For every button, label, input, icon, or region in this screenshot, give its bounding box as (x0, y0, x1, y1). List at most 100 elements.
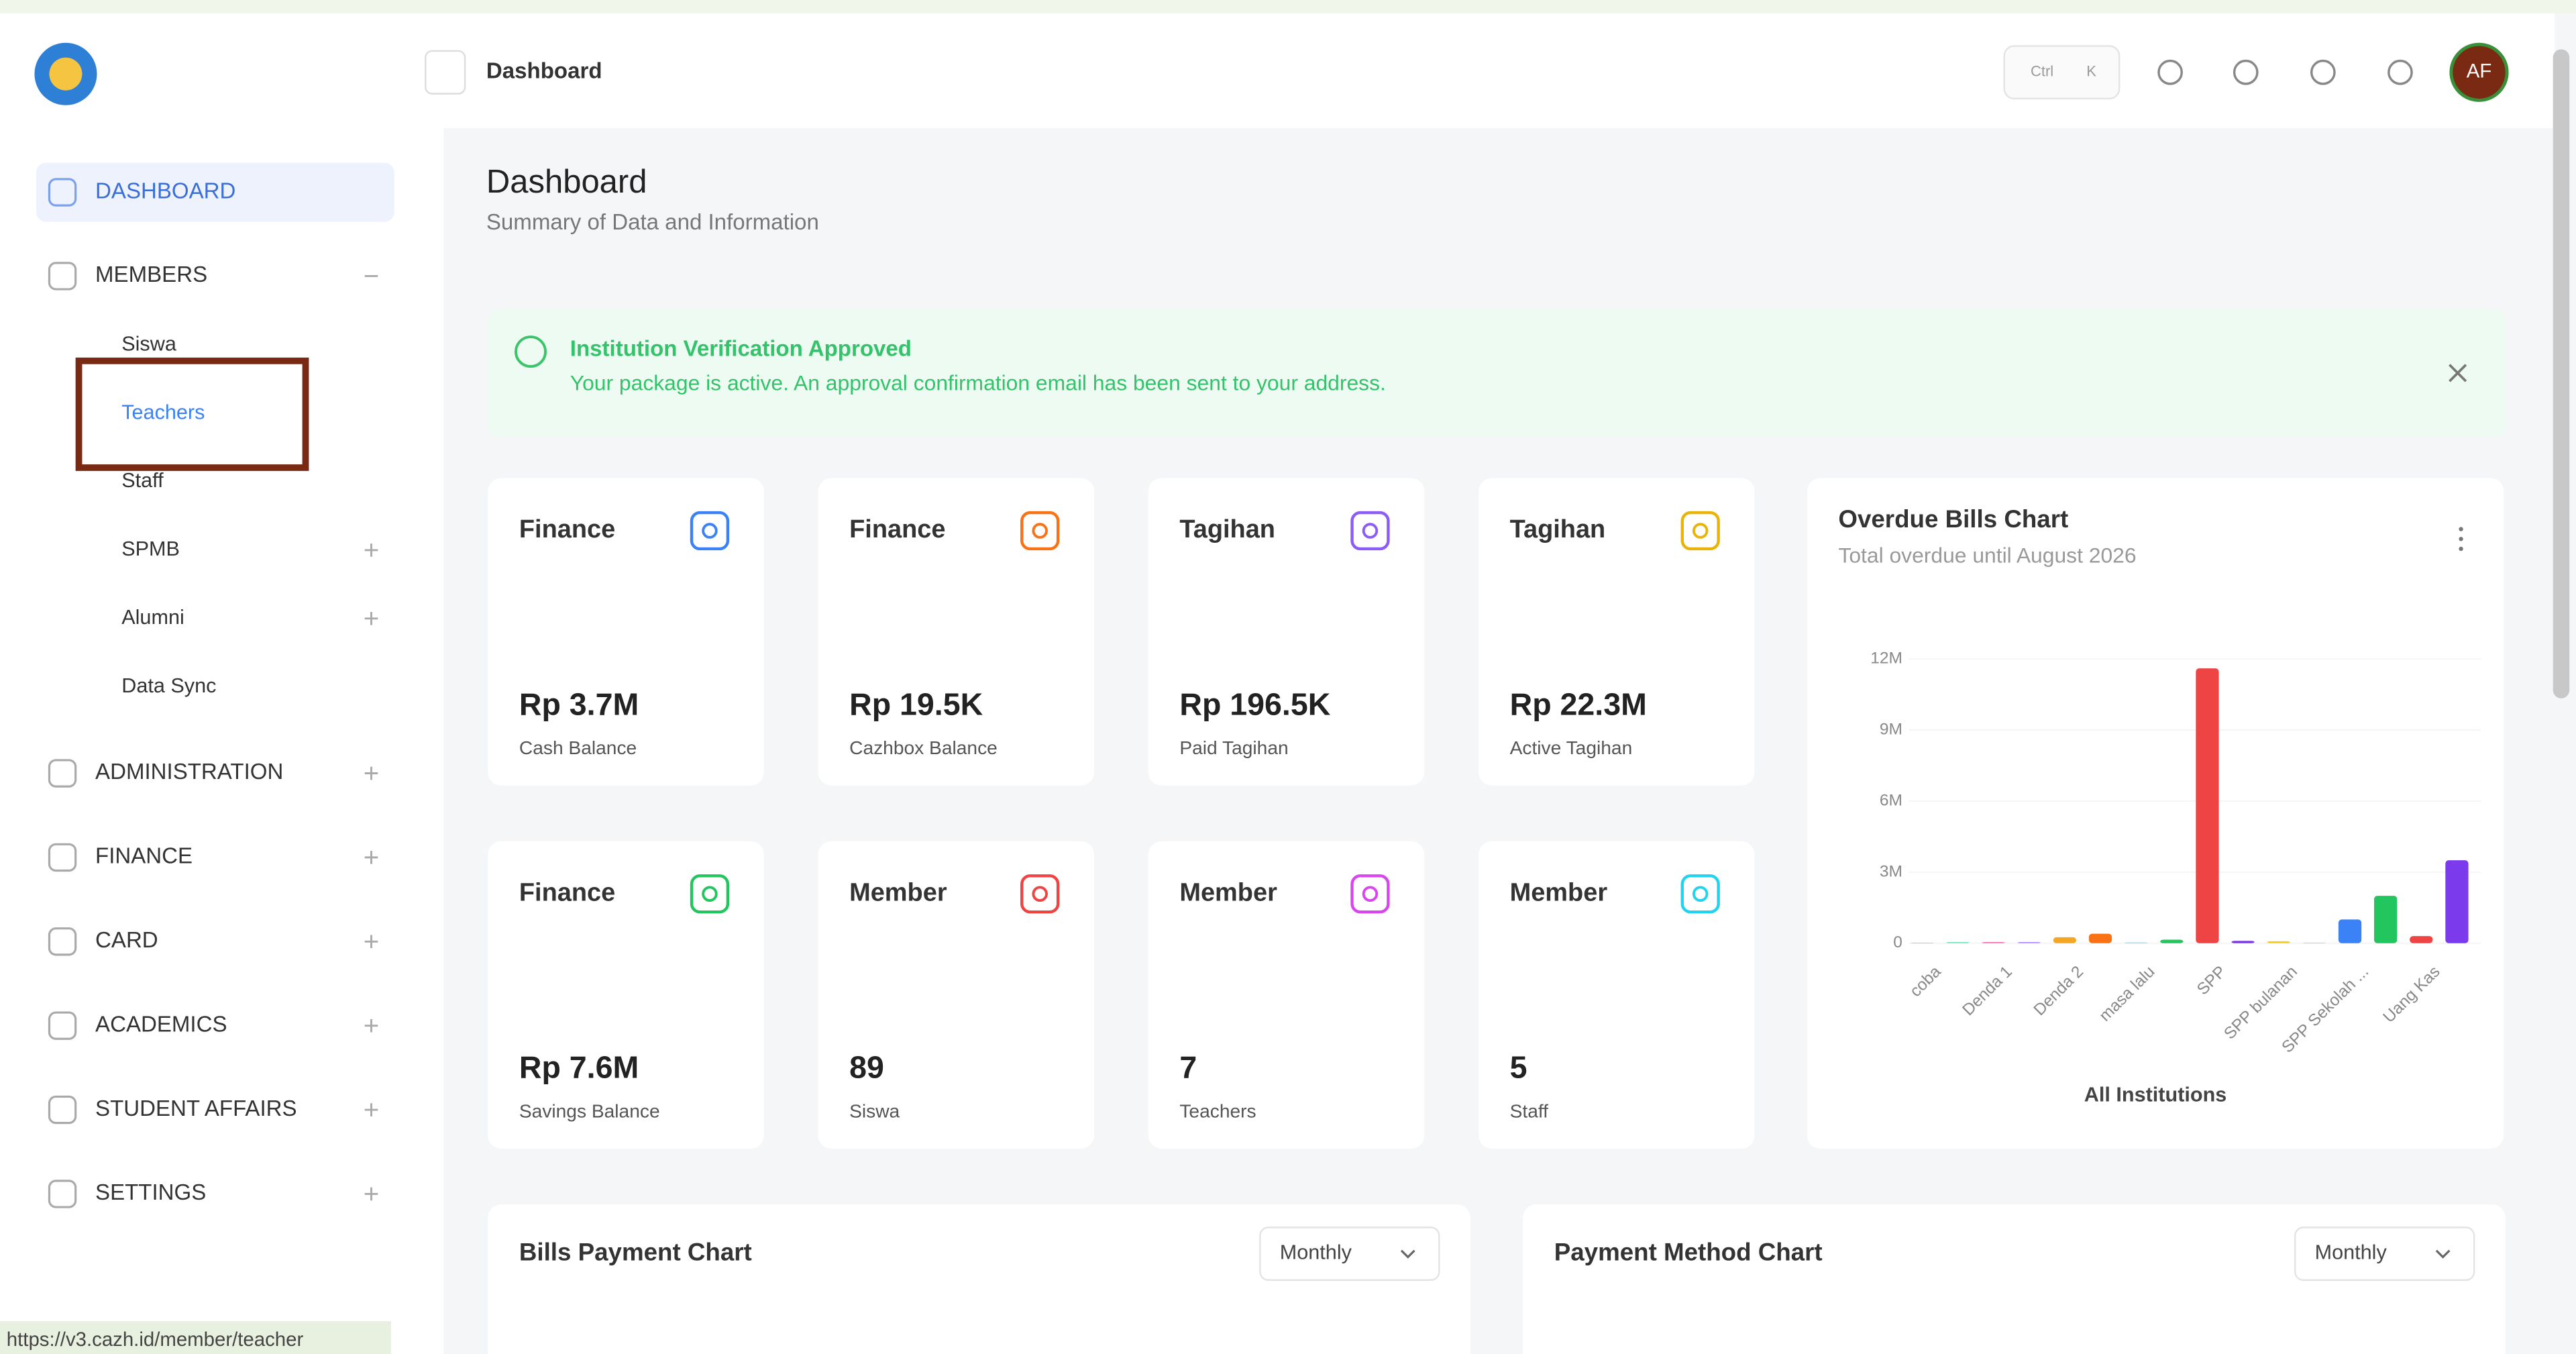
period-value: Monthly (1280, 1241, 1352, 1264)
shortcut-key: K (2086, 63, 2096, 80)
menu-dot (2459, 527, 2463, 531)
y-tick-label: 3M (1880, 862, 1902, 880)
nav-subitem[interactable]: Siswa (121, 332, 177, 355)
card-value: Rp 22.3M (1510, 686, 1647, 721)
scrollbar (2553, 49, 2570, 698)
bar (2410, 936, 2433, 943)
card-label: Staff (1510, 1100, 1549, 1121)
bar (1982, 941, 2005, 943)
x-axis-title: All Institutions (2084, 1084, 2227, 1106)
sidebar (0, 13, 444, 1354)
card-value: 89 (849, 1050, 884, 1085)
nav-item[interactable]: SETTINGS (95, 1180, 206, 1205)
card-icon (690, 511, 730, 551)
card-category: Tagihan (1179, 515, 1275, 543)
chart-card (1807, 478, 2504, 1149)
nav-icon (48, 262, 77, 291)
card-icon (1350, 874, 1390, 914)
header-icon[interactable] (2233, 59, 2259, 85)
nav-icon (48, 1180, 77, 1208)
nav-subitem[interactable]: Data Sync (121, 674, 216, 697)
period-select[interactable] (1259, 1227, 1440, 1281)
card-icon (1680, 874, 1720, 914)
nav-subitem[interactable]: SPMB (121, 537, 180, 560)
card-category: Member (1510, 878, 1608, 906)
card-category: Tagihan (1510, 515, 1606, 543)
nav-item[interactable]: CARD (95, 928, 158, 953)
card-icon (1680, 511, 1720, 551)
header-icon[interactable] (2387, 59, 2413, 85)
nav-item[interactable]: ACADEMICS (95, 1012, 227, 1037)
period-select[interactable] (2294, 1227, 2475, 1281)
card-icon-dot (1362, 523, 1379, 539)
bar (2338, 919, 2362, 943)
chart-title: Overdue Bills Chart (1838, 505, 2068, 533)
card-label: Cazhbox Balance (849, 737, 998, 758)
stat-card (1148, 841, 1425, 1149)
nav-active-bg (36, 162, 394, 222)
card-value: 7 (1179, 1050, 1197, 1085)
status-bar (0, 1321, 391, 1354)
page-subtitle: Summary of Data and Information (486, 210, 819, 235)
search-shortcut[interactable] (2003, 45, 2121, 100)
stat-card (1479, 478, 1755, 786)
y-tick-label: 12M (1870, 649, 1902, 668)
avatar-initials: AF (2467, 60, 2492, 83)
select-arrow (2435, 1249, 2451, 1259)
nav-icon (48, 927, 77, 956)
panel (488, 1204, 1470, 1354)
nav-subitem[interactable]: Staff (121, 469, 164, 492)
card-category: Member (1179, 878, 1277, 906)
stat-card (818, 478, 1095, 786)
header-icon[interactable] (2310, 59, 2336, 85)
card-label: Teachers (1179, 1100, 1256, 1121)
nav-subitem[interactable]: Alumni (121, 606, 184, 629)
nav-item[interactable]: STUDENT AFFAIRS (95, 1096, 297, 1121)
card-icon-dot (1032, 523, 1048, 539)
card-label: Active Tagihan (1510, 737, 1633, 758)
card-label: Cash Balance (519, 737, 637, 758)
panel-title: Bills Payment Chart (519, 1238, 752, 1265)
card-icon (1350, 511, 1390, 551)
logo-inner (49, 57, 83, 91)
avatar[interactable] (2449, 42, 2509, 102)
bar (2231, 941, 2255, 943)
nav-icon (48, 178, 77, 207)
nav-icon (48, 843, 77, 872)
nav-icon (48, 1011, 77, 1040)
alert-message: Your package is active. An approval conf… (570, 370, 1386, 395)
alert-title: Institution Verification Approved (570, 336, 912, 361)
header-icon[interactable] (2157, 59, 2183, 85)
card-category: Finance (849, 515, 945, 543)
top-strip (0, 0, 2576, 13)
card-icon-dot (1032, 886, 1048, 902)
alert-close[interactable] (2449, 364, 2467, 382)
panel-title: Payment Method Chart (1554, 1238, 1823, 1265)
y-tick-label: 9M (1880, 720, 1902, 738)
bar (2088, 933, 2112, 943)
alert-icon (515, 335, 547, 368)
y-tick-label: 0 (1893, 933, 1902, 951)
page-title: Dashboard (486, 164, 647, 200)
nav-icon (48, 1095, 77, 1125)
nav-subitem[interactable]: Teachers (121, 401, 205, 423)
bar (1946, 941, 1970, 943)
panel (1523, 1204, 2506, 1354)
card-category: Finance (519, 878, 615, 906)
nav-item[interactable]: MEMBERS (95, 262, 207, 287)
stat-card (818, 841, 1095, 1149)
nav-item[interactable]: ADMINISTRATION (95, 760, 283, 784)
bar (2160, 939, 2184, 943)
alert (488, 309, 2506, 437)
collapse-button[interactable] (425, 50, 466, 95)
period-value: Monthly (2315, 1241, 2387, 1264)
nav-item[interactable]: FINANCE (95, 844, 193, 869)
card-value: Rp 7.6M (519, 1050, 639, 1085)
card-label: Siswa (849, 1100, 900, 1121)
stat-card (1148, 478, 1425, 786)
status-url: https://v3.cazh.id/member/teacher (7, 1329, 304, 1351)
nav-item[interactable]: DASHBOARD (95, 178, 235, 203)
